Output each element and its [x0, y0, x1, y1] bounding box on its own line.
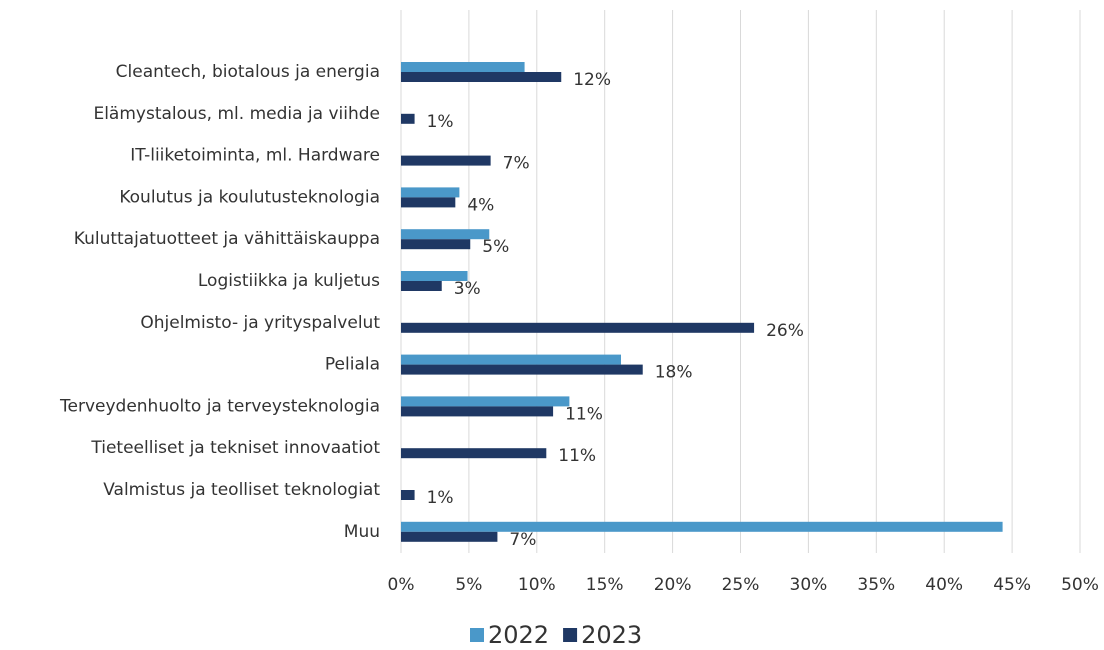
data-label: 7%	[509, 530, 536, 550]
data-label: 12%	[573, 70, 611, 90]
legend-swatch	[563, 628, 578, 642]
bar	[401, 197, 456, 208]
y-tick-label: Ohjelmisto- ja yrityspalvelut	[140, 313, 380, 333]
bar	[401, 271, 468, 281]
legend-label: 2022	[488, 621, 549, 649]
x-tick-label: 0%	[388, 575, 415, 595]
data-label: 1%	[427, 112, 454, 132]
bar	[401, 406, 554, 417]
y-tick-label: Koulutus ja koulutusteknologia	[119, 187, 380, 207]
y-tick-label: Kuluttajatuotteet ja vähittäiskauppa	[74, 229, 380, 249]
x-tick-label: 10%	[518, 575, 556, 595]
y-tick-label: Cleantech, biotalous ja energia	[116, 62, 380, 82]
data-label: 11%	[558, 446, 596, 466]
data-label: 26%	[766, 321, 804, 341]
bar	[401, 155, 491, 166]
bar	[401, 531, 498, 542]
y-tick-label: Terveydenhuolto ja terveysteknologia	[59, 396, 380, 416]
x-tick-label: 20%	[654, 575, 692, 595]
bar	[401, 521, 1003, 532]
y-tick-label: Valmistus ja teolliset teknologiat	[103, 480, 380, 500]
bar	[401, 448, 547, 459]
x-tick-label: 40%	[925, 575, 963, 595]
y-tick-label: Muu	[344, 522, 380, 542]
data-label: 1%	[427, 488, 454, 508]
y-tick-label: IT-liiketoiminta, ml. Hardware	[130, 146, 380, 166]
x-tick-label: 45%	[993, 575, 1031, 595]
y-tick-label: Logistiikka ja kuljetus	[198, 271, 380, 291]
x-tick-label: 35%	[857, 575, 895, 595]
bar	[401, 113, 415, 124]
data-label: 11%	[565, 404, 603, 424]
bar	[401, 322, 755, 333]
data-label: 3%	[454, 279, 481, 299]
x-tick-label: 15%	[586, 575, 624, 595]
bar	[401, 396, 570, 407]
data-label: 18%	[655, 363, 693, 383]
bar	[401, 239, 471, 250]
y-tick-label: Tieteelliset ja tekniset innovaatiot	[90, 438, 380, 458]
y-tick-label: Peliala	[325, 355, 380, 375]
bar	[401, 62, 525, 72]
x-tick-label: 30%	[790, 575, 828, 595]
data-label: 4%	[467, 195, 494, 215]
x-tick-label: 25%	[722, 575, 760, 595]
data-label: 5%	[482, 237, 509, 257]
y-tick-label: Elämystalous, ml. media ja viihde	[93, 104, 380, 124]
bar	[401, 364, 643, 375]
bar	[401, 72, 562, 82]
legend-label: 2023	[581, 621, 642, 649]
data-label: 7%	[503, 154, 530, 174]
bar	[401, 354, 621, 365]
bar	[401, 229, 490, 240]
x-tick-label: 50%	[1061, 575, 1099, 595]
legend-swatch	[470, 628, 484, 642]
x-tick-label: 5%	[455, 575, 482, 595]
bar	[401, 187, 460, 198]
bar	[401, 490, 415, 500]
bar	[401, 281, 442, 291]
